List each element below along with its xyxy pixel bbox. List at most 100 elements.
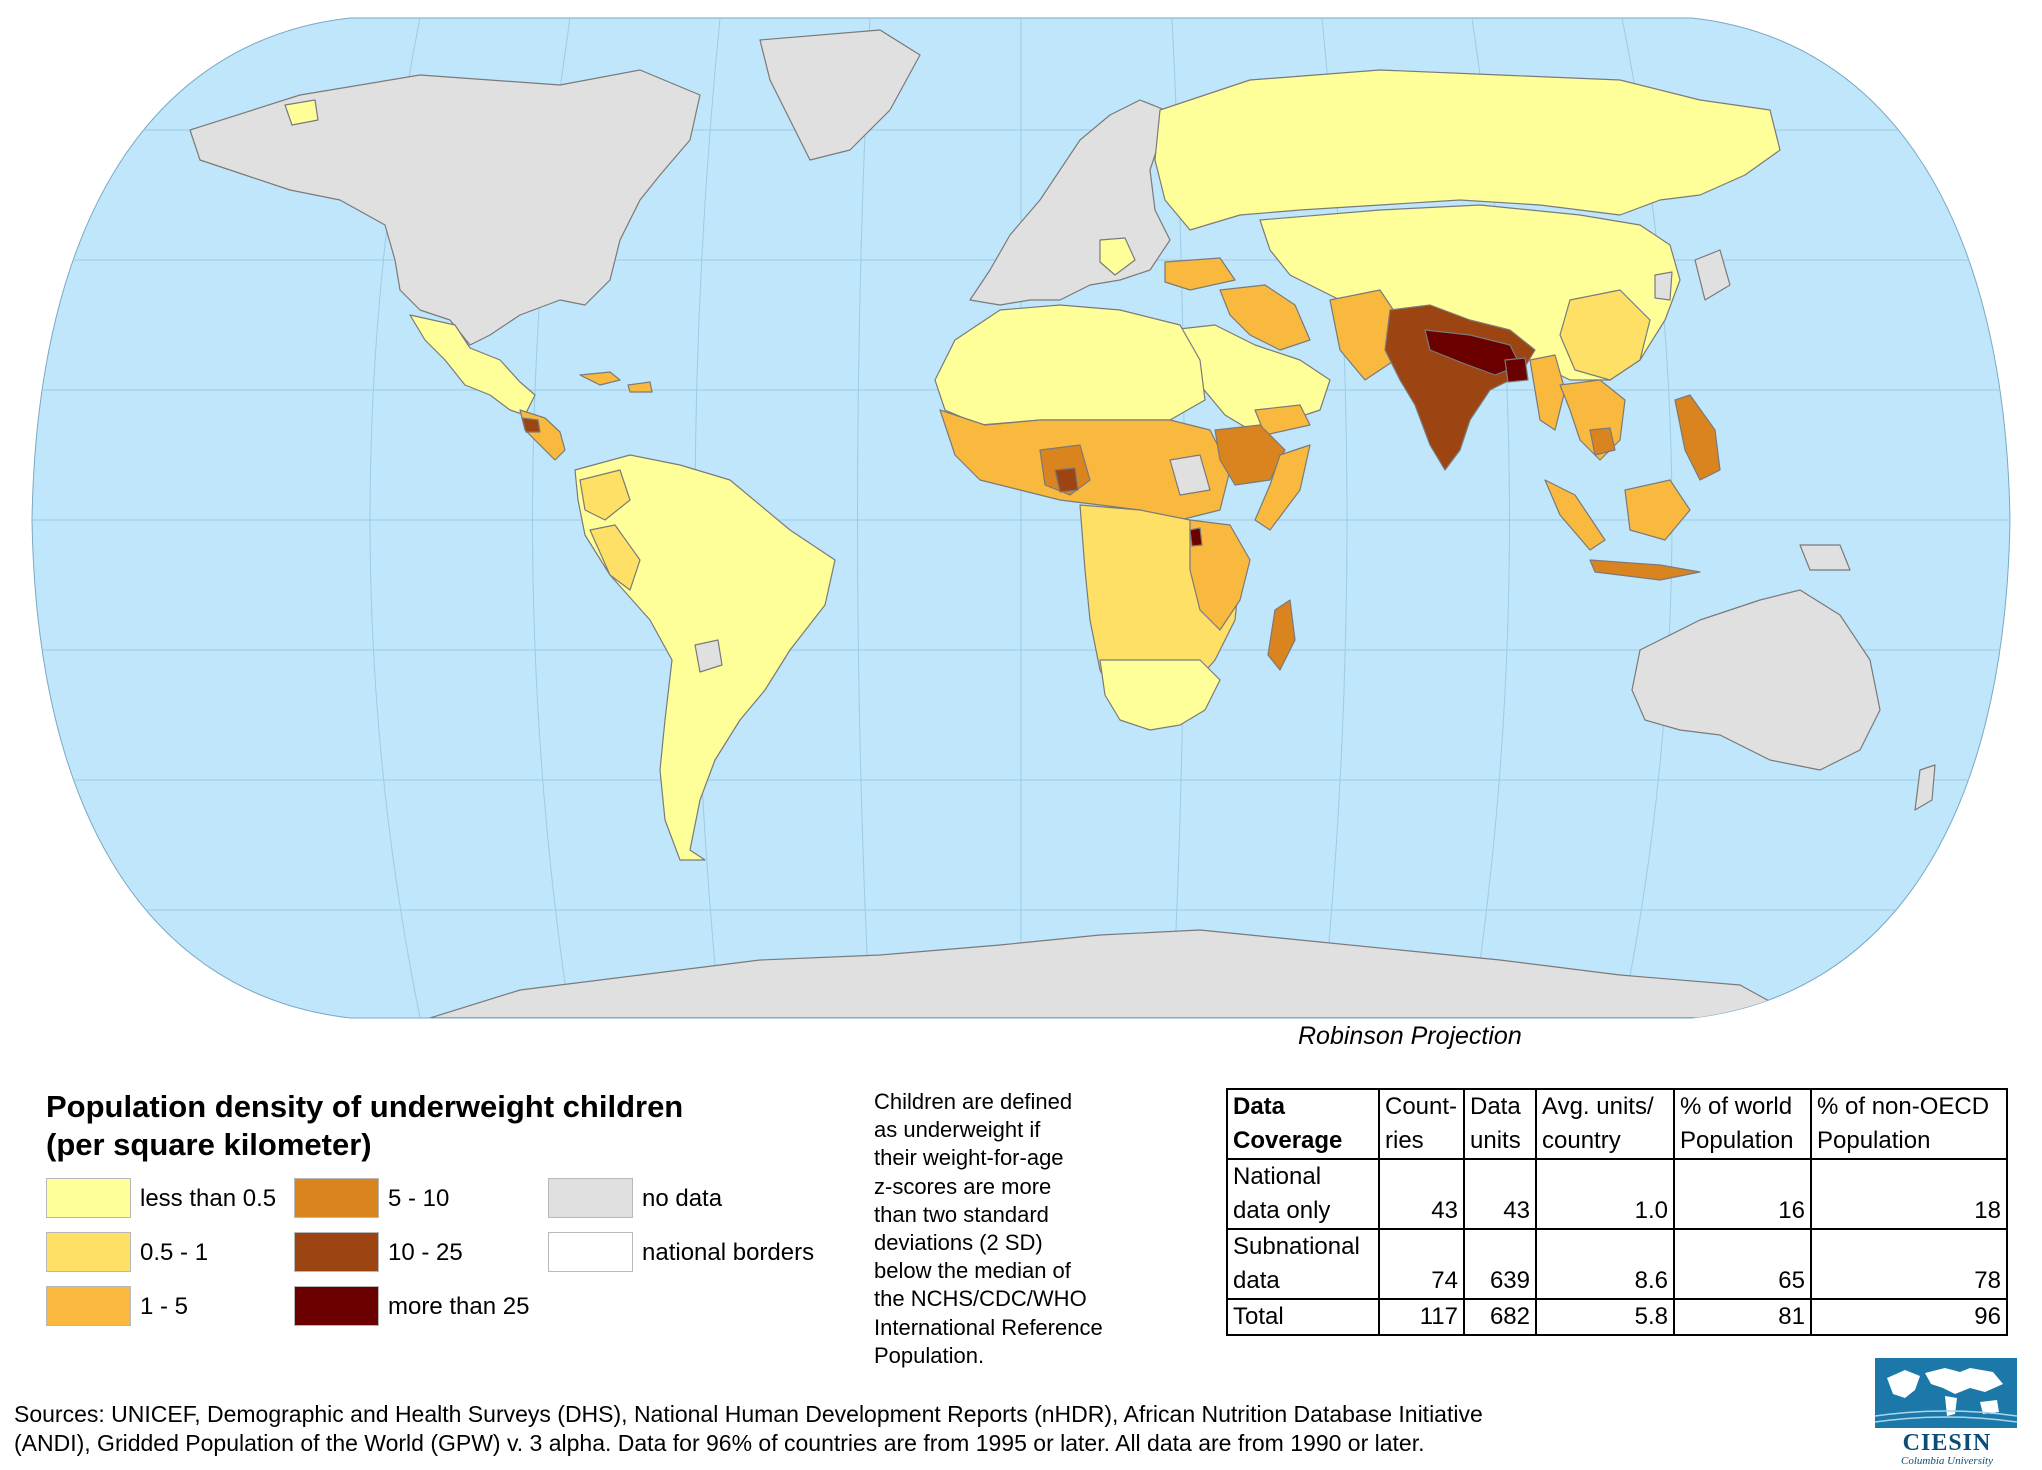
definition-line: below the median of (874, 1258, 1071, 1284)
logo-subtitle: Columbia University (1901, 1455, 1993, 1467)
legend-swatch-no-data (548, 1178, 633, 1218)
header-data-coverage: Data Coverage (1226, 1088, 1380, 1160)
projection-label: Robinson Projection (1298, 1022, 1522, 1050)
legend-swatch-1-5 (46, 1286, 131, 1326)
definition-line: their weight-for-age (874, 1145, 1064, 1171)
header-countries: Count- ries (1378, 1088, 1465, 1160)
definition-line: as underweight if (874, 1117, 1041, 1143)
southern-africa-low (1099, 659, 1221, 731)
philippines-mid (1674, 394, 1721, 481)
iran-mid (1219, 284, 1311, 351)
definition-line: deviations (2 SD) (874, 1230, 1043, 1256)
central-africa-no-data (1169, 454, 1211, 496)
north-africa-low (934, 304, 1206, 426)
world-map (31, 17, 2011, 1019)
guatemala-high (521, 417, 541, 433)
bangladesh-very-high (1504, 357, 1529, 383)
underweight-definition: Children are defined as underweight if t… (874, 1088, 1164, 1370)
header-world-population: % of world Population (1673, 1088, 1812, 1160)
great-lakes-very-high (1189, 527, 1203, 547)
java-mid (1589, 559, 1701, 581)
header-non-oecd-population: % of non-OECD Population (1810, 1088, 2008, 1160)
cell-world-population: 16 (1673, 1158, 1812, 1230)
cell-non-oecd-population: 78 (1810, 1228, 2008, 1300)
legend-swatch-more-than-25 (294, 1286, 379, 1326)
cell-countries: 74 (1378, 1228, 1465, 1300)
nigeria-coast-higher (1054, 467, 1079, 493)
antarctica-no-data (429, 929, 1801, 1018)
legend-label-5-10: 5 - 10 (388, 1185, 450, 1212)
legend-title-line2: (per square kilometer) (46, 1127, 372, 1162)
legend-title: Population density of underweight childr… (46, 1088, 683, 1164)
definition-line: International Reference (874, 1314, 1103, 1340)
korea-japan-no-data (1654, 249, 1731, 301)
madagascar-mid (1267, 599, 1296, 671)
row-label: Total (1226, 1298, 1380, 1336)
cell-avg-units: 1.0 (1535, 1158, 1675, 1230)
east-africa-mid (1189, 519, 1251, 631)
ciesin-logo-icon (1875, 1358, 2017, 1428)
cell-data-units: 43 (1463, 1158, 1537, 1230)
cell-avg-units: 8.6 (1535, 1228, 1675, 1300)
cell-countries: 43 (1378, 1158, 1465, 1230)
table-header-row: Data Coverage Count- ries Data units Avg… (1226, 1088, 2008, 1160)
cell-non-oecd-population: 96 (1810, 1298, 2008, 1336)
cell-data-units: 682 (1463, 1298, 1537, 1336)
sources-note: Sources: UNICEF, Demographic and Health … (14, 1400, 1844, 1458)
cell-non-oecd-population: 18 (1810, 1158, 2008, 1230)
legend-swatch-10-25 (294, 1232, 379, 1272)
greenland-no-data (759, 29, 921, 161)
legend-label-10-25: 10 - 25 (388, 1239, 463, 1266)
legend-title-line1: Population density of underweight childr… (46, 1089, 684, 1124)
turkey-mid (1164, 257, 1236, 291)
australia-no-data (1631, 589, 1881, 771)
cell-data-units: 639 (1463, 1228, 1537, 1300)
legend-label-more-than-25: more than 25 (388, 1293, 530, 1320)
logo-wordmark: CIESIN (1902, 1430, 1992, 1456)
legend-label-no-data: no data (642, 1185, 723, 1212)
header-avg-units: Avg. units/ country (1535, 1088, 1675, 1160)
balkans-low (1099, 237, 1136, 276)
ethiopia-high (1214, 424, 1286, 486)
north-america-no-data (189, 69, 701, 346)
legend-swatch-national-borders (548, 1232, 633, 1272)
row-label: Subnational data (1226, 1228, 1380, 1300)
legend-label-national-borders: national borders (642, 1239, 815, 1266)
sources-line: (ANDI), Gridded Population of the World … (14, 1430, 1425, 1456)
somalia-mid (1254, 444, 1311, 531)
legend-label-1-5: 1 - 5 (140, 1293, 189, 1320)
legend-swatch-0-5-1 (46, 1232, 131, 1272)
colombia-mid (579, 469, 631, 521)
paraguay-no-data (694, 639, 723, 673)
russia-low (1154, 69, 1781, 231)
legend-label-0-5-1: 0.5 - 1 (140, 1239, 209, 1266)
cell-world-population: 65 (1673, 1228, 1812, 1300)
east-china-mid (1559, 289, 1651, 381)
definition-line: than two standard (874, 1201, 1049, 1227)
definition-line: Population. (874, 1342, 985, 1368)
cambodia-high (1589, 427, 1616, 456)
table-row: Subnational data 74 639 8.6 65 78 (1226, 1228, 2008, 1300)
legend-swatch-less-than-0-5 (46, 1178, 131, 1218)
definition-line: z-scores are more (874, 1173, 1052, 1199)
row-label: National data only (1226, 1158, 1380, 1230)
definition-line: the NCHS/CDC/WHO (874, 1286, 1087, 1312)
new-zealand-no-data (1914, 764, 1936, 811)
cell-countries: 117 (1378, 1298, 1465, 1336)
myanmar-mid (1529, 354, 1566, 431)
legend-label-less-than-0-5: less than 0.5 (140, 1185, 277, 1212)
caribbean-islands (579, 371, 653, 393)
png-no-data (1799, 544, 1851, 571)
chukotka-low (284, 99, 319, 126)
cell-world-population: 81 (1673, 1298, 1812, 1336)
definition-line: Children are defined (874, 1089, 1073, 1114)
borneo-mid (1624, 479, 1691, 541)
data-coverage-table: Data Coverage Count- ries Data units Avg… (1226, 1088, 2008, 1336)
table-row: Total 117 682 5.8 81 96 (1226, 1298, 2008, 1336)
cell-avg-units: 5.8 (1535, 1298, 1675, 1336)
peru-mid (589, 524, 641, 591)
sources-line: Sources: UNICEF, Demographic and Health … (14, 1401, 1483, 1427)
header-data-units: Data units (1463, 1088, 1537, 1160)
legend-swatch-5-10 (294, 1178, 379, 1218)
sumatra-mid (1544, 479, 1606, 551)
